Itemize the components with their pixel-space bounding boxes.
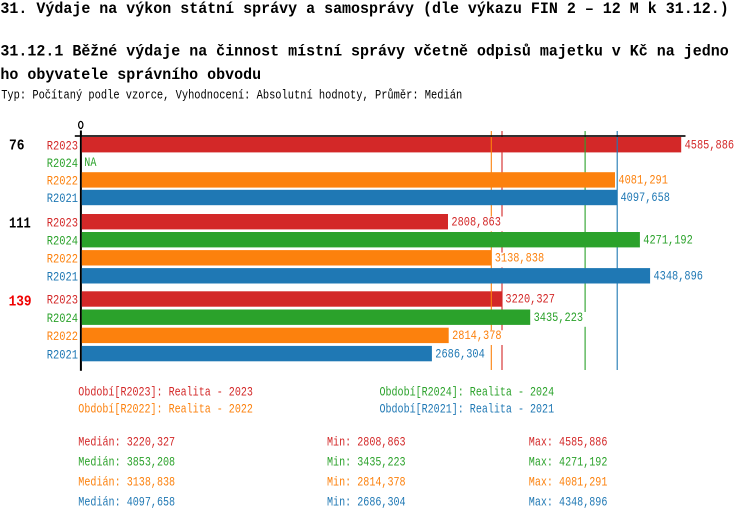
svg-text:111: 111 bbox=[9, 215, 31, 232]
svg-text:Období[R2023]: Realita - 2023: Období[R2023]: Realita - 2023 bbox=[78, 385, 253, 400]
svg-text:Min: 2686,304: Min: 2686,304 bbox=[327, 494, 406, 509]
svg-text:4348,896: 4348,896 bbox=[654, 269, 704, 284]
svg-text:4585,886: 4585,886 bbox=[685, 137, 735, 152]
svg-text:Období[R2021]: Realita - 2021: Období[R2021]: Realita - 2021 bbox=[380, 401, 555, 416]
svg-text:Max: 4348,896: Max: 4348,896 bbox=[529, 494, 608, 509]
svg-text:31.12.1 Běžné výdaje na činnos: 31.12.1 Běžné výdaje na činnost místní s… bbox=[0, 42, 728, 60]
svg-text:4097,658: 4097,658 bbox=[621, 190, 671, 205]
svg-text:Max: 4081,291: Max: 4081,291 bbox=[529, 475, 608, 490]
svg-text:139: 139 bbox=[9, 293, 32, 310]
svg-text:R2021: R2021 bbox=[47, 191, 78, 206]
svg-text:2814,378: 2814,378 bbox=[452, 328, 502, 343]
svg-text:R2024: R2024 bbox=[47, 156, 78, 171]
svg-text:R2024: R2024 bbox=[47, 233, 78, 248]
svg-text:R2022: R2022 bbox=[47, 174, 78, 189]
svg-text:Medián: 3138,838: Medián: 3138,838 bbox=[78, 475, 175, 490]
svg-text:Min: 2808,863: Min: 2808,863 bbox=[327, 435, 406, 450]
svg-text:Min: 2814,378: Min: 2814,378 bbox=[327, 475, 406, 490]
svg-text:3435,223: 3435,223 bbox=[534, 310, 584, 325]
svg-text:ho obyvatele správního obvodu: ho obyvatele správního obvodu bbox=[0, 66, 261, 84]
svg-text:2808,863: 2808,863 bbox=[451, 214, 501, 229]
svg-text:R2023: R2023 bbox=[47, 215, 78, 230]
svg-text:Medián: 3220,327: Medián: 3220,327 bbox=[78, 435, 175, 450]
svg-text:4081,291: 4081,291 bbox=[618, 173, 668, 188]
svg-text:NA: NA bbox=[84, 155, 96, 170]
svg-text:R2024: R2024 bbox=[47, 311, 78, 326]
svg-text:R2022: R2022 bbox=[47, 329, 78, 344]
svg-text:Medián: 4097,658: Medián: 4097,658 bbox=[78, 494, 175, 509]
svg-text:Období[R2022]: Realita - 2022: Období[R2022]: Realita - 2022 bbox=[78, 401, 253, 416]
svg-text:Max: 4271,192: Max: 4271,192 bbox=[529, 455, 608, 470]
svg-text:4271,192: 4271,192 bbox=[643, 232, 693, 247]
svg-text:3220,327: 3220,327 bbox=[505, 292, 555, 307]
svg-text:R2021: R2021 bbox=[47, 347, 78, 362]
svg-text:Období[R2024]: Realita - 2024: Období[R2024]: Realita - 2024 bbox=[380, 385, 555, 400]
svg-text:R2023: R2023 bbox=[47, 293, 78, 308]
svg-text:R2023: R2023 bbox=[47, 138, 78, 153]
svg-text:R2022: R2022 bbox=[47, 252, 78, 267]
svg-text:Max: 4585,886: Max: 4585,886 bbox=[529, 435, 608, 450]
svg-text:3138,838: 3138,838 bbox=[495, 251, 545, 266]
svg-text:Min: 3435,223: Min: 3435,223 bbox=[327, 455, 406, 470]
svg-text:R2021: R2021 bbox=[47, 270, 78, 285]
svg-text:76: 76 bbox=[9, 137, 25, 154]
svg-text:Medián: 3853,208: Medián: 3853,208 bbox=[78, 455, 175, 470]
svg-text:Typ: Počítaný podle vzorce, Vy: Typ: Počítaný podle vzorce, Vyhodnocení:… bbox=[1, 88, 462, 103]
svg-text:31. Výdaje na výkon státní spr: 31. Výdaje na výkon státní správy a samo… bbox=[0, 0, 728, 18]
svg-text:2686,304: 2686,304 bbox=[435, 346, 485, 361]
